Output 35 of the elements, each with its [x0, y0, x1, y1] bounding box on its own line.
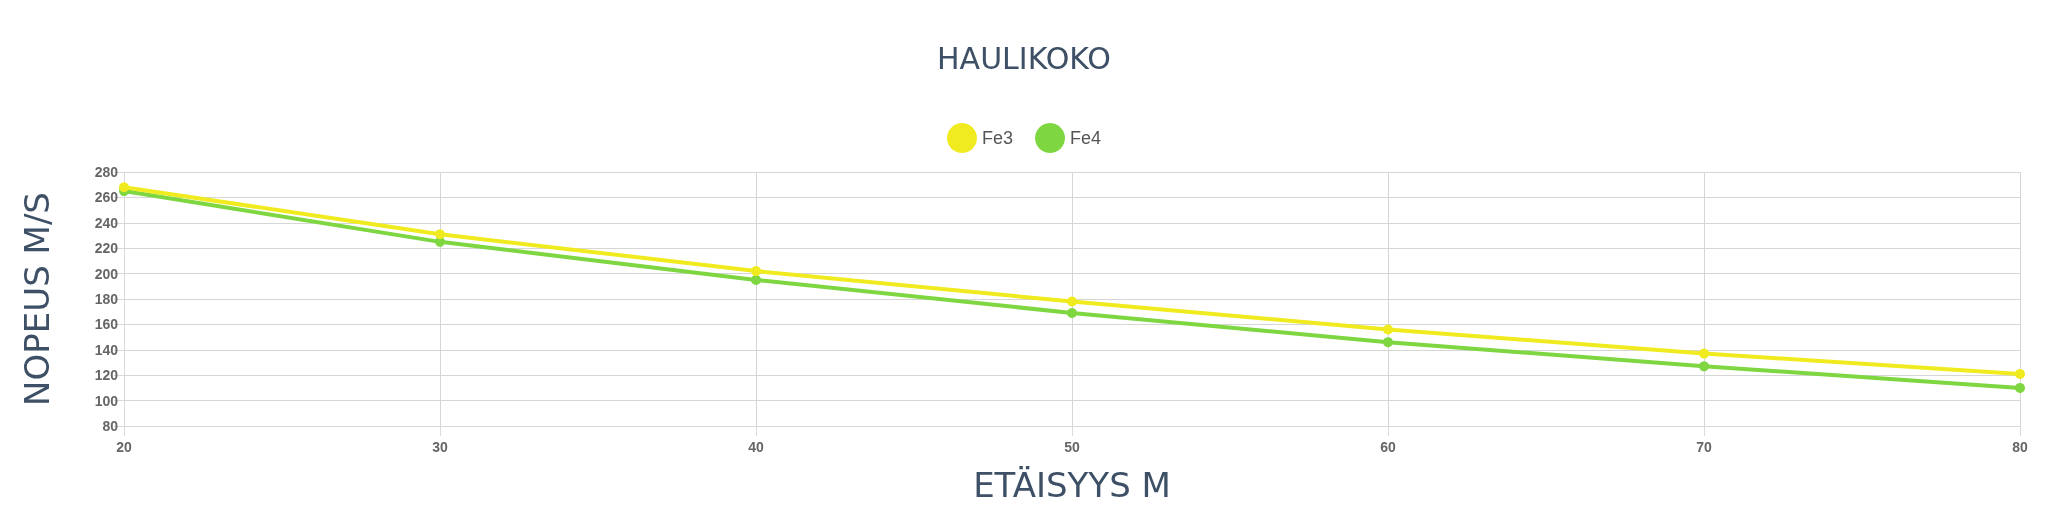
point — [2015, 382, 2025, 393]
x-tick-label: 70 — [1696, 439, 1712, 455]
x-tick-label: 50 — [1064, 439, 1080, 455]
x-axis-title: ETÄISYYS M — [973, 465, 1171, 505]
point — [751, 274, 761, 285]
point — [751, 266, 761, 277]
point — [1067, 307, 1077, 318]
point — [1383, 337, 1393, 348]
y-tick-label: 120 — [94, 367, 119, 384]
point — [2015, 368, 2025, 379]
y-tick-label: 100 — [94, 392, 119, 409]
x-tick-label: 30 — [432, 439, 448, 455]
x-tick-label: 40 — [748, 439, 764, 455]
legend-label: Fe4 — [1070, 128, 1102, 148]
point — [1383, 324, 1393, 335]
y-tick-label: 140 — [94, 341, 119, 358]
y-tick-label: 160 — [94, 316, 119, 333]
y-tick-label: 180 — [94, 291, 119, 307]
chart-title: HAULIKOKO — [937, 40, 1111, 76]
point — [1067, 296, 1077, 307]
legend-label: Fe3 — [981, 128, 1014, 148]
y-tick-label: 80 — [102, 418, 119, 434]
x-tick-label: 80 — [2012, 439, 2028, 455]
y-tick-label: 220 — [94, 240, 119, 257]
point — [435, 229, 445, 240]
point — [1699, 348, 1709, 359]
point — [1699, 361, 1709, 372]
x-tick-label: 60 — [1380, 439, 1396, 455]
x-tick-label: 20 — [116, 439, 132, 455]
y-axis-title: NOPEUS M/S — [17, 192, 57, 406]
point — [119, 182, 129, 193]
y-tick-label: 280 — [94, 164, 119, 180]
y-tick-label: 200 — [94, 265, 119, 282]
y-tick-label: 260 — [94, 189, 119, 206]
y-tick-label: 240 — [94, 214, 119, 231]
